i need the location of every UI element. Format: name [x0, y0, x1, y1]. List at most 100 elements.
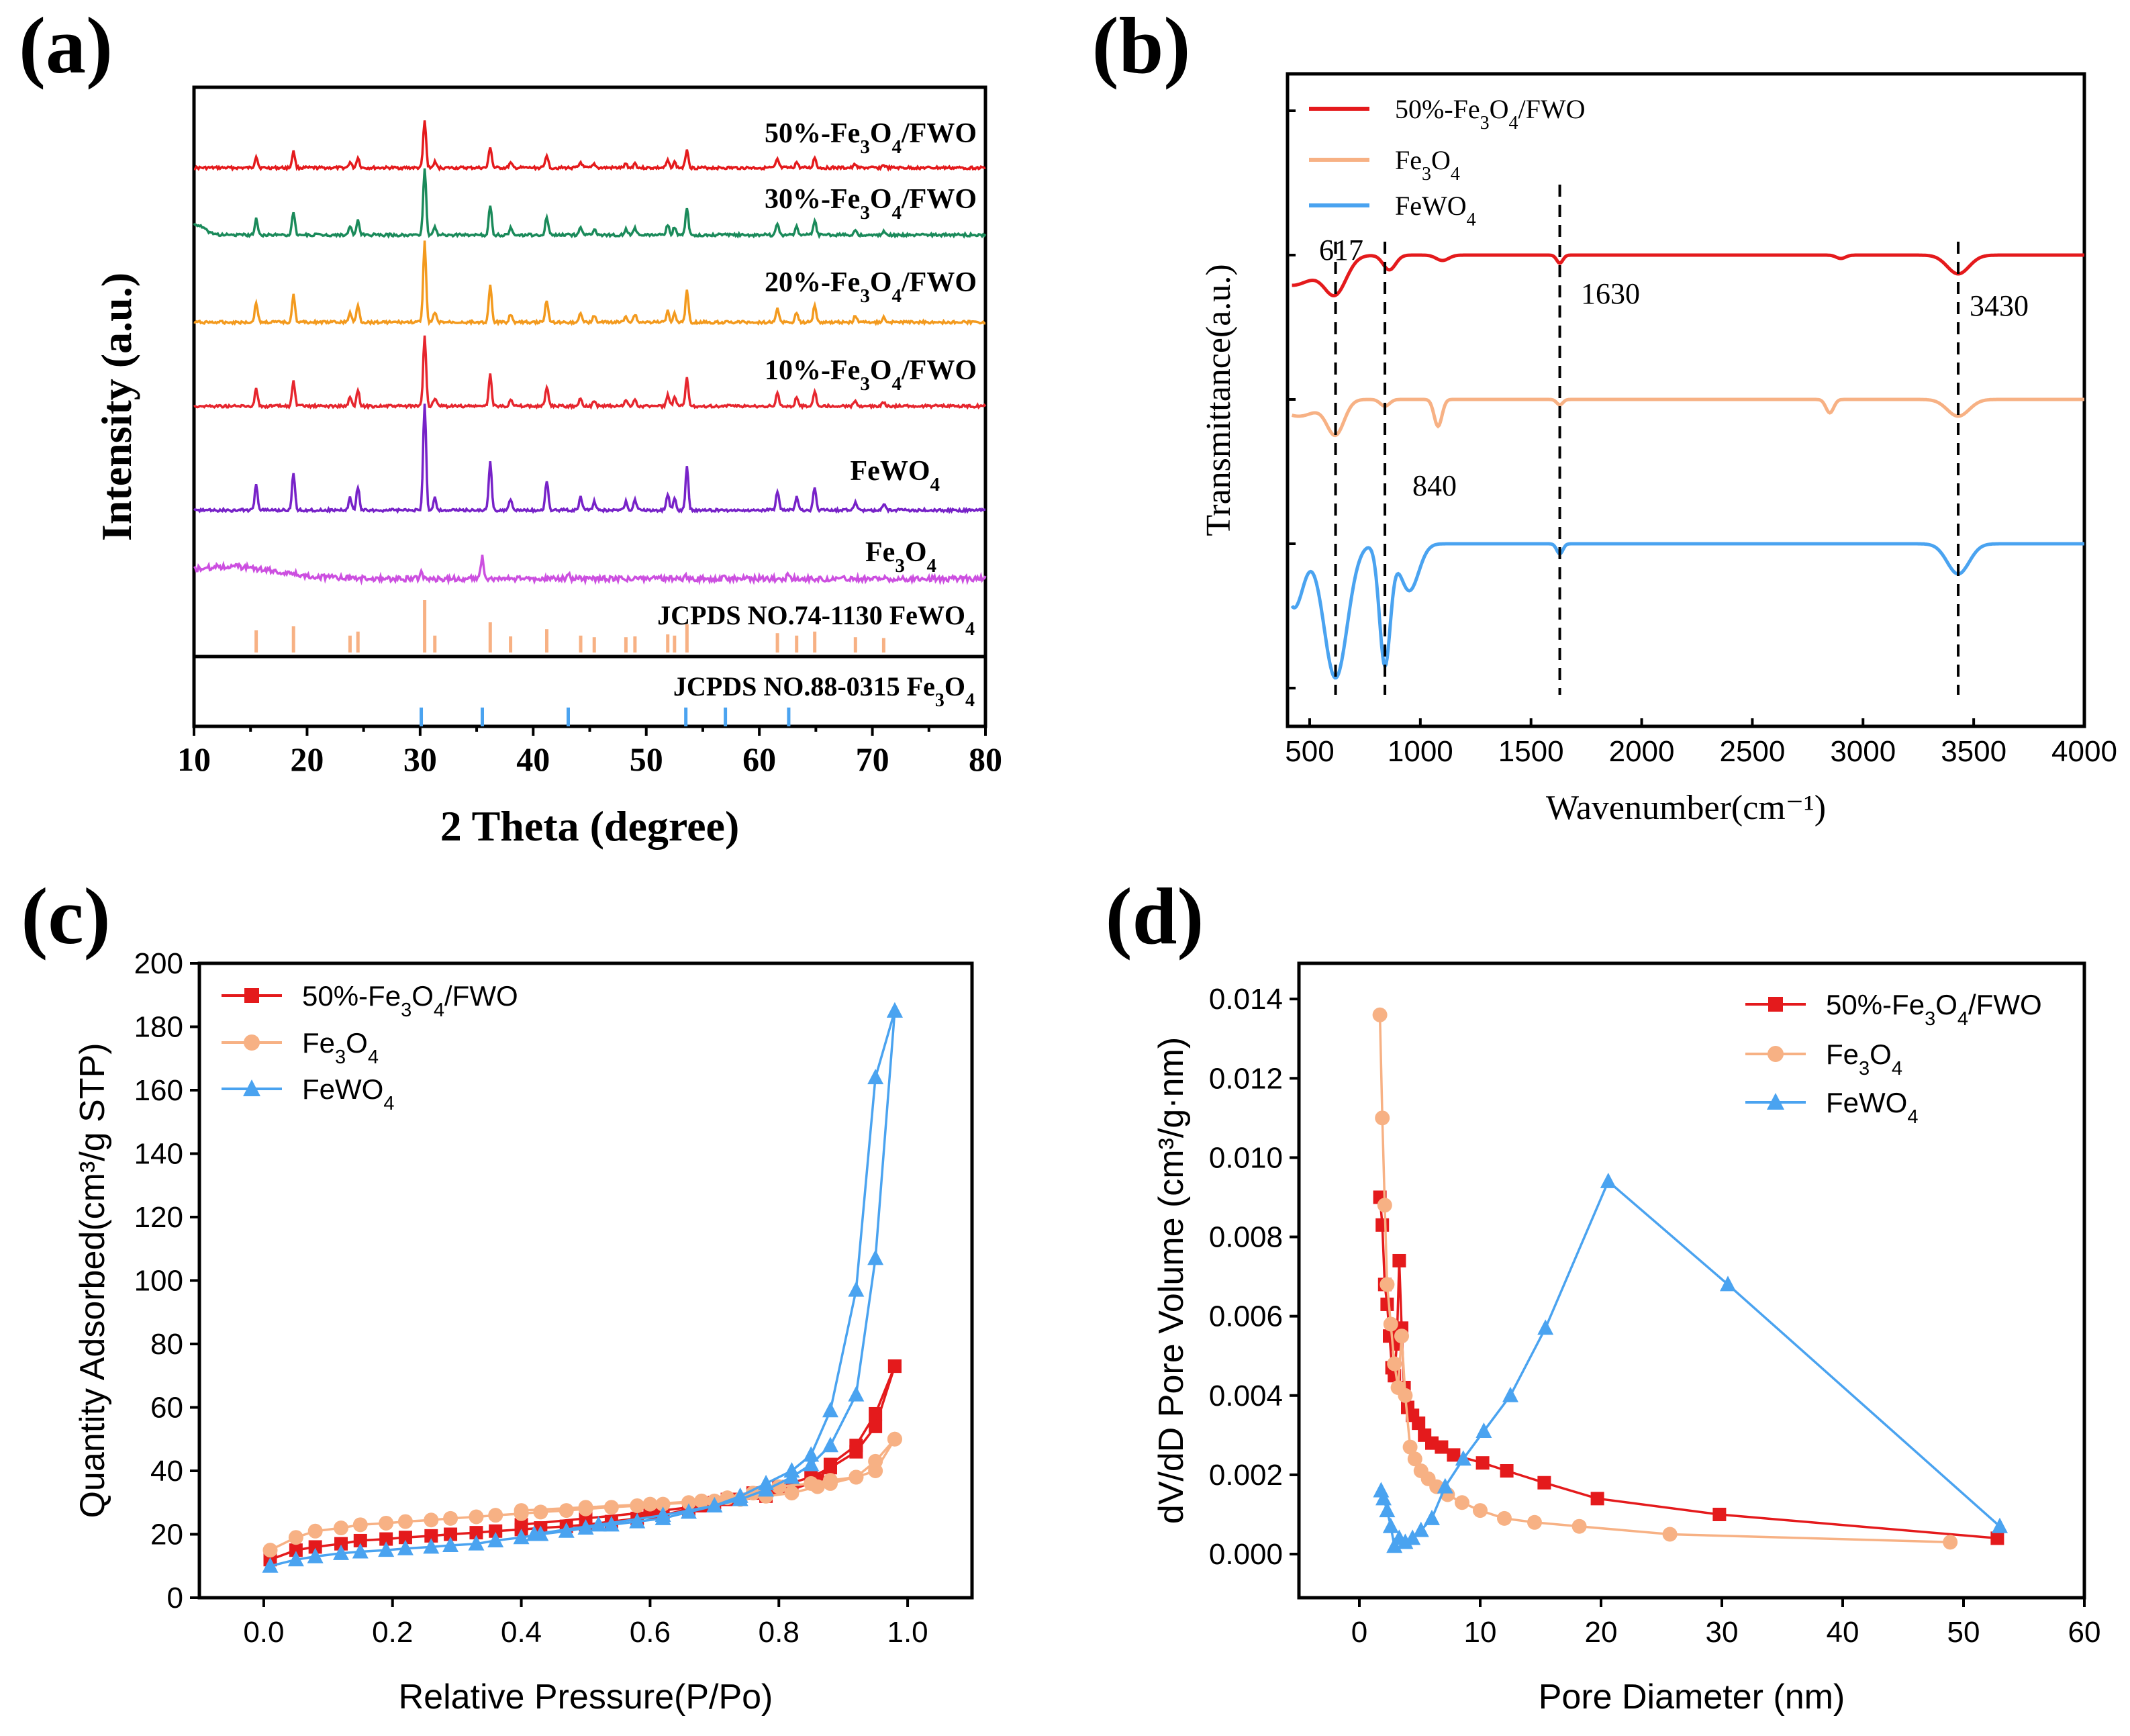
y-axis-title: Quantity Adsorbed(cm³/g STP) — [73, 1043, 112, 1518]
y-axis-title: dV/dD Pore Volume (cm³/g·nm) — [1152, 1037, 1191, 1524]
data-point — [397, 1514, 413, 1529]
data-point — [424, 1529, 438, 1543]
data-point — [804, 1476, 819, 1491]
data-point — [1375, 1218, 1390, 1232]
x-tick-label: 20 — [290, 740, 324, 778]
data-point — [424, 1512, 439, 1528]
data-point — [848, 1386, 865, 1402]
ftir-annotation: 617 — [1319, 234, 1363, 267]
ftir-trace-fe3o4 — [1291, 397, 2084, 438]
data-point — [289, 1543, 303, 1557]
data-point — [334, 1521, 349, 1536]
data-point — [1394, 1329, 1409, 1344]
y-tick-label: 120 — [134, 1201, 183, 1234]
data-point — [1943, 1535, 1958, 1550]
data-point — [352, 1517, 368, 1533]
x-tick-label: 0.2 — [372, 1616, 413, 1649]
y-tick-label: 0.006 — [1209, 1300, 1283, 1333]
panel-d: 0 10 20 30 40 50 60 0.000 0.002 0.004 0.006 0.008 0.… — [1152, 961, 2101, 1717]
data-point — [1571, 1518, 1587, 1534]
xrd-trace-0 — [193, 120, 986, 172]
data-point — [1407, 1451, 1422, 1467]
y-axis-title: Transmittance(a.u.) — [1200, 264, 1238, 536]
data-point — [1404, 1529, 1421, 1545]
data-point — [443, 1510, 458, 1526]
data-point — [1383, 1316, 1398, 1332]
legend-label: Fe3O4 — [302, 1027, 379, 1068]
data-point — [1379, 1277, 1395, 1292]
data-point — [379, 1515, 394, 1531]
x-tick-label: 40 — [1827, 1616, 1859, 1649]
data-point — [848, 1281, 865, 1297]
data-point — [1590, 1492, 1604, 1506]
panel-label-c: (c) — [21, 871, 110, 961]
y-tick-label: 100 — [134, 1265, 183, 1298]
data-point — [1537, 1476, 1551, 1490]
x-tick-label: 3500 — [1941, 735, 2006, 768]
data-point — [526, 1525, 542, 1541]
legend-label: FeWO4 — [1826, 1087, 1918, 1128]
data-point — [822, 1437, 838, 1453]
y-tick-label: 0.010 — [1209, 1141, 1283, 1174]
panel-d-frame — [1297, 961, 2086, 1600]
data-point — [887, 1359, 902, 1373]
data-point — [334, 1537, 348, 1551]
data-point — [1377, 1198, 1392, 1213]
data-point — [1497, 1510, 1512, 1526]
data-point — [1600, 1172, 1616, 1188]
data-point — [514, 1518, 528, 1532]
data-point — [307, 1547, 324, 1563]
x-axis-title: 2 Theta (degree) — [440, 802, 740, 850]
data-point — [1768, 997, 1783, 1012]
isotherm-ads-line — [269, 1438, 896, 1551]
data-point — [1720, 1275, 1736, 1292]
x-tick-label: 10 — [1464, 1616, 1497, 1649]
data-point — [469, 1526, 483, 1540]
data-point — [1372, 1007, 1388, 1022]
data-point — [262, 1557, 279, 1573]
x-tick-label: 60 — [742, 740, 776, 778]
legend-label: 50%-Fe3O4/FWO — [1395, 94, 1586, 134]
data-point — [1398, 1388, 1413, 1403]
panel-a: 10 20 30 40 50 60 70 80 2 Theta (degree) Intensit… — [93, 85, 1002, 850]
data-point — [849, 1445, 863, 1459]
x-tick-label: 60 — [2068, 1616, 2101, 1649]
data-point — [442, 1537, 459, 1553]
data-point — [244, 1034, 260, 1051]
data-point — [353, 1533, 367, 1547]
x-tick-label: 4000 — [2051, 735, 2117, 768]
data-point — [287, 1551, 304, 1567]
ref-label-fe3o4: JCPDS NO.88-0315 Fe3O4 — [673, 671, 975, 711]
x-tick-label: 1.0 — [887, 1616, 928, 1649]
data-point — [886, 1002, 903, 1018]
data-point — [578, 1500, 593, 1515]
data-point — [1455, 1450, 1471, 1466]
data-point — [783, 1462, 800, 1478]
x-tick-label: 3000 — [1830, 735, 1896, 768]
data-point — [1473, 1503, 1488, 1518]
data-point — [822, 1473, 838, 1488]
x-tick-label: 0.0 — [243, 1616, 284, 1649]
data-point — [1455, 1495, 1469, 1510]
pore-line — [1378, 1197, 1998, 1540]
data-point — [1990, 1531, 2004, 1545]
x-tick-label: 0 — [1351, 1616, 1367, 1649]
data-point — [758, 1474, 775, 1490]
y-tick-label: 160 — [134, 1074, 183, 1107]
x-tick-label: 500 — [1285, 735, 1334, 768]
x-tick-label: 20 — [1585, 1616, 1618, 1649]
data-point — [1412, 1416, 1426, 1431]
panel-c: 0.0 0.2 0.4 0.6 0.8 1.0 0 20 40 60 80 100 120 140 160 1… — [73, 947, 974, 1717]
y-tick-label: 0.012 — [1209, 1062, 1283, 1095]
ftir-trace-fewo4 — [1290, 542, 2084, 680]
data-point — [352, 1543, 369, 1559]
data-point — [243, 1079, 260, 1096]
xrd-trace-5 — [193, 554, 987, 586]
y-tick-label: 0.004 — [1209, 1380, 1283, 1412]
x-tick-label: 30 — [403, 740, 437, 778]
data-point — [867, 1249, 884, 1265]
data-point — [642, 1496, 658, 1512]
data-point — [1412, 1521, 1429, 1537]
data-point — [849, 1469, 864, 1485]
xrd-label-1: 30%-Fe3O4/FWO — [765, 184, 977, 224]
